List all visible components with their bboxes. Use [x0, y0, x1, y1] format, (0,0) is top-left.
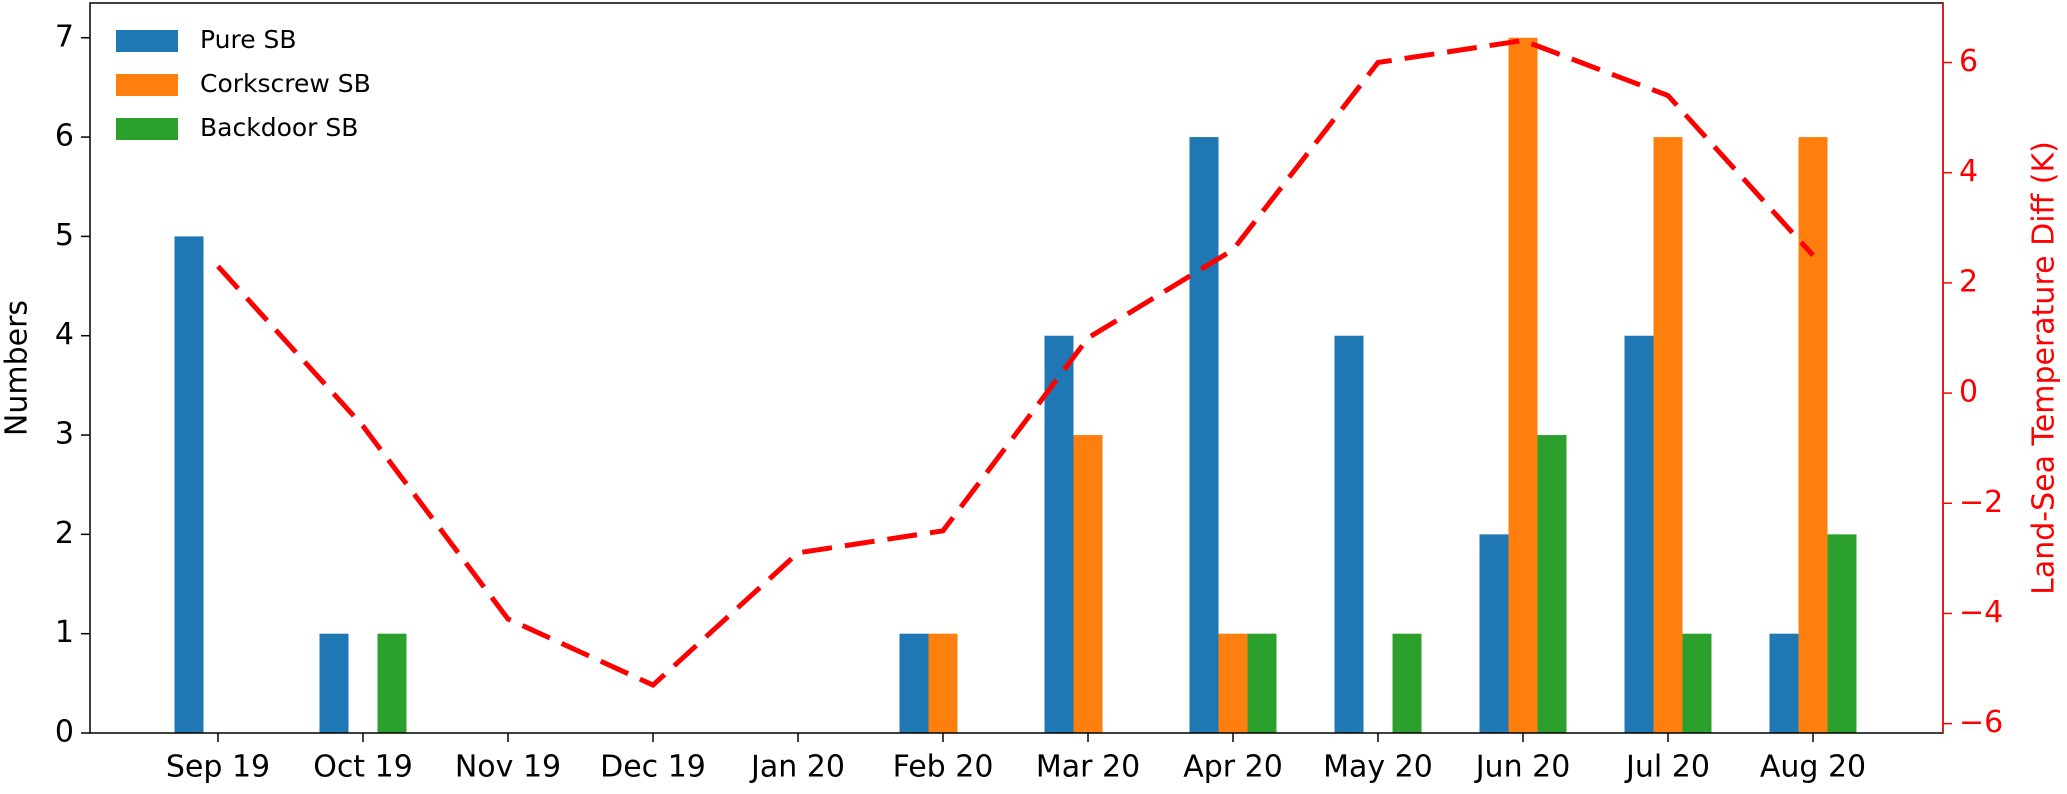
y-tick-label: 3 — [55, 417, 74, 452]
bar — [1827, 534, 1857, 733]
bar — [1653, 137, 1683, 733]
y2-axis-label: Land-Sea Temperature Diff (K) — [2027, 141, 2062, 595]
x-tick-label: Dec 19 — [600, 750, 706, 785]
y2-tick-label: 4 — [1959, 154, 1978, 189]
y-tick-label: 1 — [55, 615, 74, 650]
y2-tick-label: 0 — [1959, 375, 1978, 410]
temperature-line — [216, 37, 1815, 689]
bar — [1769, 633, 1799, 733]
bar — [1334, 335, 1364, 733]
y-tick-label: 4 — [55, 317, 74, 352]
bar — [899, 633, 929, 733]
y2-tick-label: −6 — [1959, 705, 2003, 740]
y2-tick-label: 6 — [1959, 44, 1978, 79]
bar — [1479, 534, 1509, 733]
y-axis-label: Numbers — [0, 300, 35, 436]
y-tick-label: 5 — [55, 218, 74, 253]
bar — [1247, 633, 1277, 733]
x-tick-label: Apr 20 — [1183, 750, 1283, 785]
legend-swatch — [116, 74, 178, 96]
legend-label: Pure SB — [200, 25, 297, 54]
legend-swatch — [116, 30, 178, 52]
y2-tick-label: −2 — [1959, 485, 2003, 520]
y2-tick-label: 2 — [1959, 264, 1978, 299]
y2-tick-label: −4 — [1959, 595, 2003, 630]
bar — [1392, 633, 1422, 733]
x-tick-label: Jun 20 — [1474, 750, 1571, 785]
x-tick-label: Jan 20 — [749, 750, 845, 785]
bar — [1508, 37, 1538, 734]
bar — [319, 633, 349, 733]
x-tick-label: May 20 — [1323, 750, 1433, 785]
legend-swatch — [116, 118, 178, 140]
bar — [1073, 435, 1103, 733]
y-tick-label: 2 — [55, 516, 74, 551]
bar — [928, 633, 958, 733]
bar — [1537, 435, 1567, 733]
x-tick-label: Sep 19 — [166, 750, 270, 785]
bar — [1189, 137, 1219, 733]
x-tick-label: Feb 20 — [893, 750, 994, 785]
bar — [1218, 633, 1248, 733]
bar — [377, 633, 407, 733]
bar — [1798, 137, 1828, 733]
x-tick-label: Jul 20 — [1624, 750, 1710, 785]
legend-label: Backdoor SB — [200, 113, 358, 142]
x-tick-label: Oct 19 — [313, 750, 413, 785]
bar — [1044, 335, 1074, 733]
legend-label: Corkscrew SB — [200, 69, 371, 98]
y-tick-label: 7 — [55, 19, 74, 54]
bar — [1624, 335, 1654, 733]
y-tick-label: 6 — [55, 119, 74, 154]
y-tick-label: 0 — [55, 715, 74, 750]
x-tick-label: Aug 20 — [1760, 750, 1866, 785]
x-tick-label: Mar 20 — [1036, 750, 1140, 785]
x-tick-label: Nov 19 — [455, 750, 561, 785]
bar — [1682, 633, 1712, 733]
bar — [174, 236, 204, 733]
